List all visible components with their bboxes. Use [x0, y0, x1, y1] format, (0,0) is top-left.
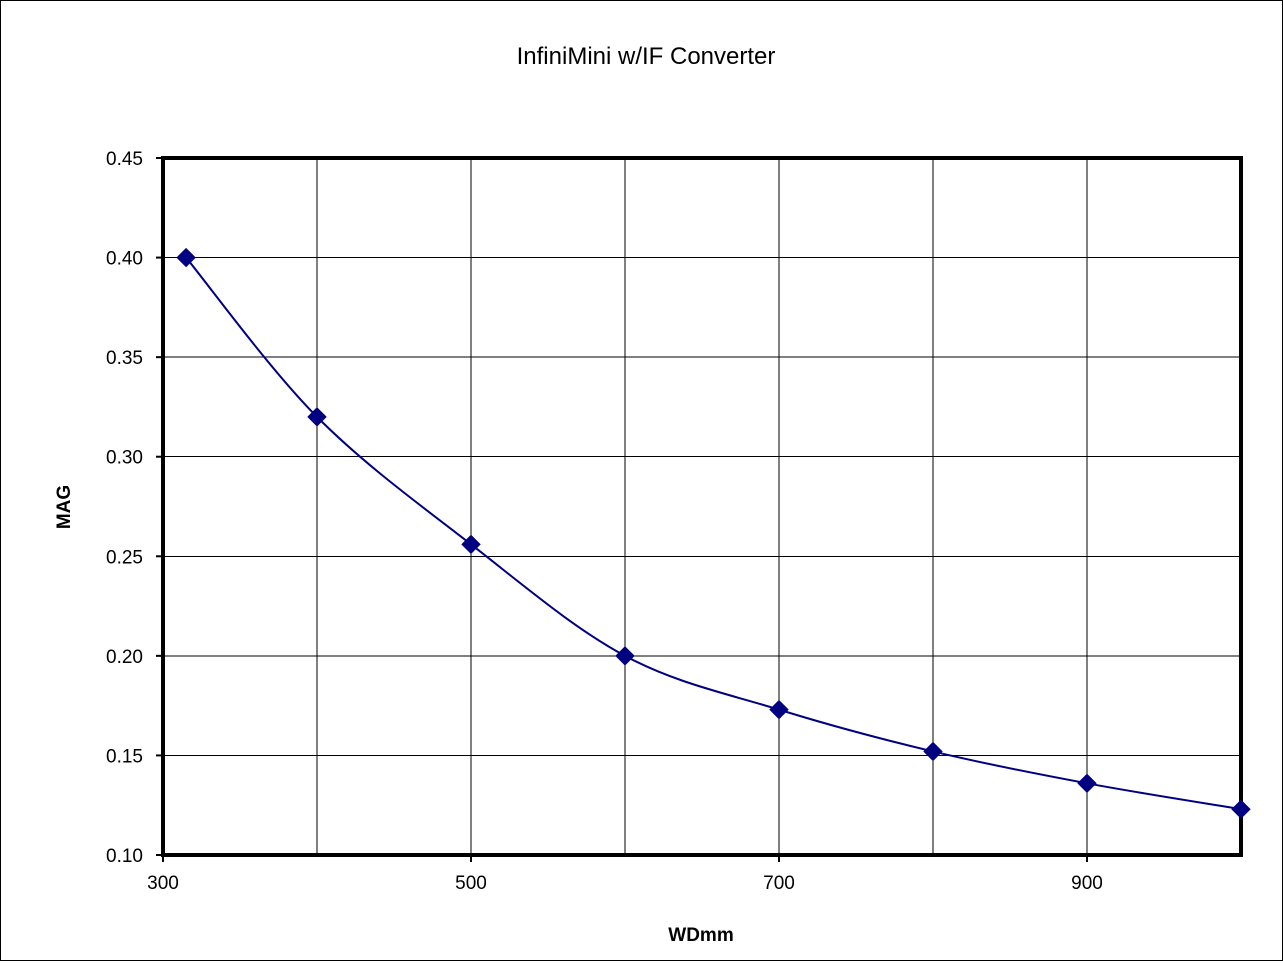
- y-tick-label: 0.30: [106, 448, 143, 469]
- y-tick-label: 0.15: [106, 746, 143, 767]
- data-point-marker: [1231, 799, 1251, 819]
- gridlines: [162, 157, 1242, 856]
- y-tick-label: 0.25: [106, 547, 143, 568]
- x-tick-label: 900: [1071, 873, 1103, 894]
- plot-area-border: [161, 156, 1243, 857]
- y-tick-label: 0.45: [106, 149, 143, 170]
- x-tick-label: 700: [763, 873, 795, 894]
- data-point-marker: [461, 534, 481, 555]
- y-tick-label: 0.35: [106, 348, 143, 369]
- axes: 0.10 0.15 0.20 0.25 0.30 0.35 0.40 0.45 300 500 70…: [106, 149, 1243, 894]
- y-tick-label: 0.10: [106, 846, 143, 867]
- data-point-marker: [1077, 773, 1097, 794]
- y-tick-label: 0.20: [106, 647, 143, 668]
- data-point-marker: [615, 646, 635, 666]
- y-axis-title: MAG: [54, 485, 75, 529]
- data-point-marker: [307, 407, 327, 427]
- x-axis-title: WDmm: [668, 925, 733, 946]
- data-point-marker: [769, 699, 789, 720]
- y-tick-label: 0.40: [106, 249, 143, 270]
- data-point-marker: [923, 741, 943, 762]
- data-series: [176, 247, 1251, 819]
- chart-title: InfiniMini w/IF Converter: [517, 43, 776, 70]
- x-tick-label: 500: [455, 873, 487, 894]
- x-tick-label: 300: [147, 873, 179, 894]
- data-point-marker: [176, 247, 196, 268]
